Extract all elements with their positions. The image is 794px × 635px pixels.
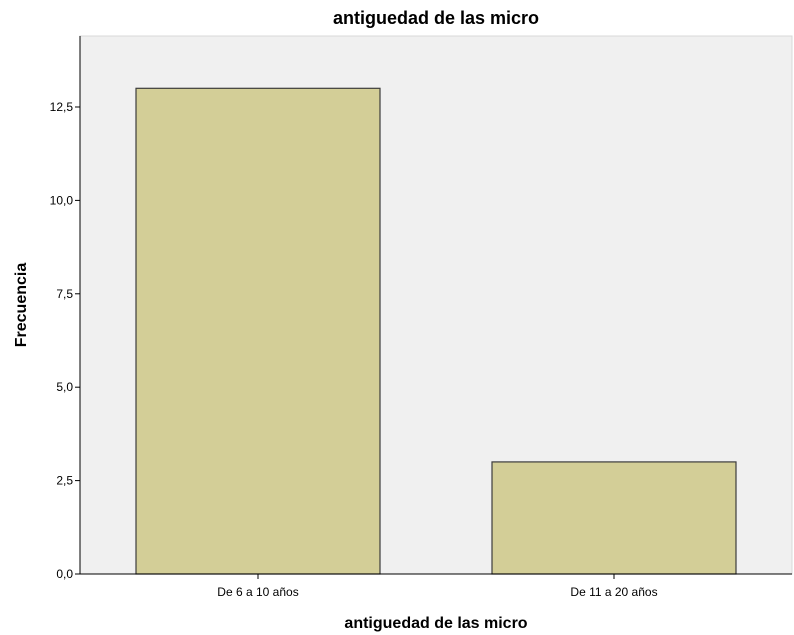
- y-tick-label: 2,5: [56, 474, 73, 488]
- bars-layer: [135, 87, 737, 575]
- x-axis-label: antiguedad de las micro: [344, 615, 527, 632]
- y-ticks-layer: 0,0 2,5 5,0 7,5 10,0 12,5: [50, 100, 80, 581]
- x-tick-label: De 6 a 10 años: [217, 585, 298, 599]
- y-tick-label: 10,0: [50, 193, 74, 207]
- x-tick-label: De 11 a 20 años: [570, 585, 657, 599]
- chart-title: antiguedad de las micro: [333, 8, 539, 28]
- bar-2: [491, 461, 737, 575]
- y-tick-label: 5,0: [56, 380, 73, 394]
- x-ticks-layer: De 6 a 10 años De 11 a 20 años: [217, 574, 658, 599]
- bar-1: [135, 87, 381, 575]
- y-tick-label: 0,0: [56, 567, 73, 581]
- y-tick-label: 7,5: [56, 287, 73, 301]
- y-tick-label: 12,5: [50, 100, 74, 114]
- y-axis-label: Frecuencia: [13, 263, 30, 348]
